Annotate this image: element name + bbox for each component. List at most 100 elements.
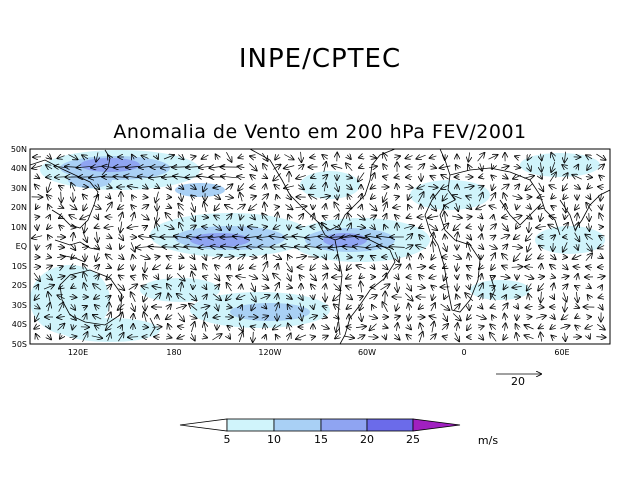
wind-arrow [300, 275, 303, 279]
wind-arrow [203, 295, 207, 300]
wind-arrow [551, 161, 555, 172]
wind-arrow [91, 166, 104, 168]
wind-arrow [345, 176, 352, 178]
shading-layer [30, 149, 610, 344]
wind-arrow [264, 184, 265, 190]
wind-arrow [131, 302, 134, 311]
wind-arrow [491, 286, 495, 288]
wind-arrow [287, 316, 291, 319]
wind-arrow [68, 154, 78, 160]
wind-arrow [297, 185, 304, 190]
colorbar-units: m/s [478, 434, 498, 447]
colorbar-tick: 20 [360, 433, 374, 446]
wind-arrow [550, 265, 557, 269]
wind-arrow [536, 316, 546, 319]
wind-arrow [311, 176, 315, 178]
wind-arrow [491, 276, 495, 278]
wind-arrow [287, 334, 290, 341]
wind-arrow [511, 267, 523, 268]
wind-arrow [574, 267, 581, 268]
wind-arrow [372, 305, 374, 309]
wind-arrow [310, 227, 315, 228]
wind-arrow [179, 223, 183, 232]
wind-arrow [355, 326, 366, 327]
wind-arrow [248, 227, 259, 228]
wind-arrow [190, 156, 195, 157]
wind-arrow [599, 214, 602, 221]
wind-arrow [119, 275, 123, 278]
wind-arrow [573, 185, 580, 189]
colorbar-segment [366, 418, 414, 432]
wind-arrow [441, 324, 448, 331]
lon-label: 120E [68, 348, 88, 357]
wind-arrow [491, 236, 496, 239]
lat-axis: 50N 40N 30N 20N 10N EQ 10S 20S 30S 40S 5… [11, 145, 27, 349]
wind-arrow [34, 325, 40, 329]
wind-arrow [429, 334, 436, 341]
wind-arrow [71, 183, 75, 192]
wind-arrow [502, 175, 507, 178]
wind-arrow [36, 334, 39, 341]
wind-arrow [192, 255, 195, 259]
wind-arrow [489, 224, 496, 231]
wind-arrow [503, 334, 507, 339]
wind-arrow [431, 286, 434, 289]
wind-arrow [155, 257, 160, 258]
wind-arrow [334, 304, 341, 309]
wind-arrow [371, 256, 375, 258]
wind-arrow [577, 213, 578, 221]
wind-arrow [95, 325, 99, 328]
wind-arrow [83, 203, 87, 211]
wind-arrow [538, 283, 545, 290]
wind-arrow [348, 194, 351, 199]
wind-arrow [504, 295, 506, 299]
wind-arrow [587, 185, 590, 188]
wind-arrow [237, 205, 245, 210]
wind-arrow [167, 305, 171, 310]
wind-arrow [216, 154, 219, 159]
wind-arrow [97, 231, 98, 242]
colorbar-tick: 10 [267, 433, 281, 446]
wind-arrow [128, 284, 137, 290]
wind-arrow [596, 337, 605, 338]
wind-arrow [119, 255, 124, 259]
wind-arrow [454, 223, 461, 230]
wind-arrow [468, 285, 469, 289]
wind-arrow [358, 172, 365, 182]
wind-arrow [551, 235, 555, 239]
wind-arrow [47, 195, 51, 199]
wind-arrow [491, 175, 494, 178]
wind-arrow [421, 205, 422, 210]
wind-arrow [235, 246, 248, 247]
wind-arrow [91, 336, 102, 338]
wind-arrow [537, 277, 544, 278]
wind-arrow [191, 333, 195, 341]
wind-arrow [226, 214, 231, 221]
wind-arrow [296, 335, 307, 339]
wind-arrow [575, 204, 579, 209]
wind-arrow [443, 242, 446, 251]
wind-arrow [481, 223, 482, 231]
wind-arrow [82, 332, 88, 343]
wind-arrow [383, 177, 387, 178]
wind-arrow [503, 245, 508, 250]
wind-arrow [57, 324, 65, 331]
wind-arrow [190, 225, 196, 228]
wind-arrow [528, 153, 531, 160]
wind-arrow [492, 183, 494, 190]
wind-arrow [452, 216, 462, 218]
map-frame [29, 148, 611, 345]
wind-arrow [107, 245, 111, 249]
wind-arrow [561, 276, 568, 278]
wind-arrow [405, 234, 413, 241]
wind-arrow [262, 262, 268, 273]
wind-arrow [356, 226, 365, 227]
wind-arrow [152, 286, 162, 288]
wind-arrow [489, 245, 497, 248]
wind-arrow [393, 206, 401, 207]
wind-arrow [33, 267, 40, 268]
wind-arrow [177, 336, 185, 339]
wind-arrow [261, 316, 268, 318]
wind-arrow [249, 292, 256, 302]
